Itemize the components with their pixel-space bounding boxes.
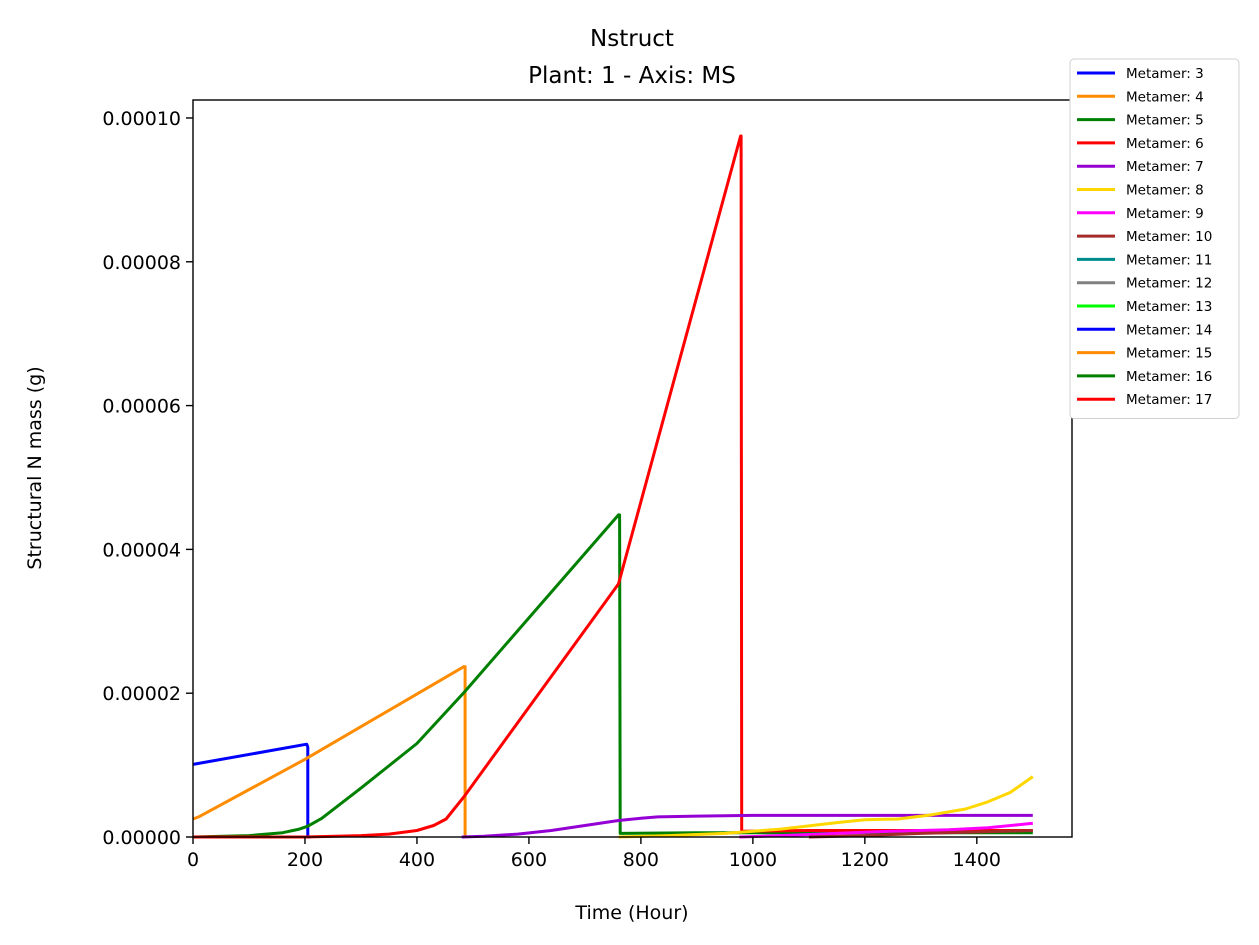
y-tick-label: 0.00000 <box>102 827 181 849</box>
legend-label: Metamer: 9 <box>1126 206 1204 222</box>
x-tick-label: 600 <box>511 849 547 871</box>
x-tick-label: 0 <box>187 849 199 871</box>
series-line-2 <box>192 665 467 837</box>
y-tick-label: 0.00006 <box>102 396 181 418</box>
legend-label: Metamer: 13 <box>1126 299 1212 315</box>
legend-label: Metamer: 7 <box>1126 159 1204 175</box>
plot-frame <box>192 99 1073 838</box>
y-tick-label: 0.00004 <box>102 539 181 561</box>
x-tick-label: 200 <box>287 849 323 871</box>
y-tick-label: 0.00010 <box>102 108 181 130</box>
x-tick-label: 1200 <box>841 849 889 871</box>
series-line-3 <box>192 513 1033 839</box>
legend-label: Metamer: 14 <box>1126 322 1212 338</box>
x-tick-label: 800 <box>623 849 659 871</box>
y-tick-label: 0.00008 <box>102 252 181 274</box>
chart-subtitle: Plant: 1 - Axis: MS <box>528 63 736 89</box>
x-axis: 0 200 400 600 800 1000 1200 1400 <box>187 837 1001 871</box>
legend-label: Metamer: 11 <box>1126 252 1212 268</box>
y-axis: 0.00000 0.00002 0.00004 0.00006 0.00008 0.000… <box>102 108 193 849</box>
y-axis-label: Structural N mass (g) <box>24 366 46 569</box>
legend-label: Metamer: 8 <box>1126 183 1204 199</box>
series-line-4 <box>193 134 1033 839</box>
legend-label: Metamer: 16 <box>1126 369 1212 385</box>
series-line-6 <box>618 775 1034 839</box>
legend-label: Metamer: 6 <box>1126 136 1204 152</box>
legend-label: Metamer: 3 <box>1126 66 1204 82</box>
series-line-8 <box>808 829 1033 839</box>
x-axis-label: Time (Hour) <box>574 902 688 924</box>
x-tick-label: 1000 <box>729 849 777 871</box>
series-line-1 <box>192 742 311 839</box>
legend-label: Metamer: 5 <box>1126 113 1204 129</box>
x-tick-label: 400 <box>399 849 435 871</box>
plot-lines <box>192 134 1034 839</box>
legend-label: Metamer: 17 <box>1126 392 1212 408</box>
series-line-5 <box>461 813 1033 839</box>
legend-label: Metamer: 4 <box>1126 89 1204 105</box>
legend-label: Metamer: 12 <box>1126 276 1212 292</box>
y-tick-label: 0.00002 <box>102 683 181 705</box>
series-line-7 <box>739 821 1033 839</box>
legend-label: Metamer: 10 <box>1126 229 1212 245</box>
chart-title: Nstruct <box>590 26 674 52</box>
x-tick-label: 1400 <box>953 849 1001 871</box>
legend: Metamer: 3 Metamer: 4 Metamer: 5 Metamer: 6… <box>1069 58 1240 419</box>
legend-label: Metamer: 15 <box>1126 346 1212 362</box>
